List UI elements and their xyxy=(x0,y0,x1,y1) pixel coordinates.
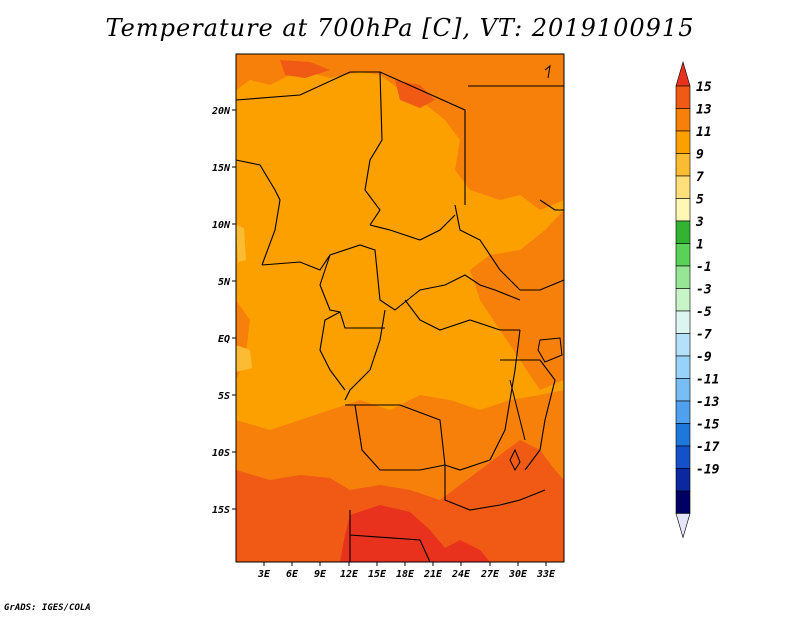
chart-title: Temperature at 700hPa [C], VT: 201910091… xyxy=(105,14,695,42)
lat-label: 10N xyxy=(212,220,231,231)
lon-label: 30E xyxy=(508,569,528,580)
lon-label: 33E xyxy=(536,569,556,580)
lon-label: 9E xyxy=(314,569,327,580)
colorbar-label: 3 xyxy=(695,215,704,230)
colorbar-cell xyxy=(675,60,691,87)
lon-label: 3E xyxy=(257,569,271,580)
colorbar-cell xyxy=(675,378,691,402)
colorbar-label: 5 xyxy=(696,193,704,208)
colorbar-cell xyxy=(675,355,691,379)
colorbar-label: 7 xyxy=(696,170,704,185)
lon-label: 6E xyxy=(286,569,299,580)
colorbar-cell xyxy=(675,288,691,312)
field-15-plus xyxy=(340,505,490,562)
colorbar-label: -19 xyxy=(696,463,720,478)
colorbar-label: 1 xyxy=(696,238,704,253)
colorbar-label: -5 xyxy=(696,305,712,320)
colorbar-label: -3 xyxy=(696,283,712,298)
colorbar-cell xyxy=(675,468,691,492)
credit-text: GrADS: IGES/COLA xyxy=(4,603,91,613)
colorbar-cell xyxy=(675,198,691,222)
temperature-field xyxy=(236,54,564,562)
lat-label: 15N xyxy=(212,163,231,174)
colorbar-cell xyxy=(675,220,691,244)
colorbar-cell xyxy=(675,153,691,177)
lat-label: 5N xyxy=(218,277,231,288)
lakes xyxy=(509,64,563,472)
map-frame xyxy=(235,53,565,563)
field-13-15-ne xyxy=(395,80,435,108)
colorbar-cell xyxy=(675,490,691,514)
colorbar xyxy=(675,60,691,539)
field-13-15-north xyxy=(280,60,330,78)
colorbar-label: -1 xyxy=(696,260,712,275)
lat-label: 10S xyxy=(212,448,230,459)
lon-label: 21E xyxy=(423,569,443,580)
field-13-15-south xyxy=(236,440,564,562)
lon-axis: 3E 6E 9E 12E 15E 18E 21E 24E 27E 30E 33E xyxy=(257,562,556,580)
colorbar-cell xyxy=(675,243,691,267)
field-7-9-west xyxy=(236,345,252,372)
colorbar-label: 11 xyxy=(696,125,712,140)
colorbar-cell xyxy=(675,175,691,199)
colorbar-cell xyxy=(675,513,691,539)
colorbar-label: -7 xyxy=(696,328,712,343)
lon-label: 24E xyxy=(451,569,471,580)
colorbar-label: -9 xyxy=(696,350,712,365)
field-11-13-north xyxy=(236,54,564,210)
field-7-9-coast xyxy=(236,225,246,262)
colorbar-cell xyxy=(675,265,691,289)
colorbar-cell xyxy=(675,445,691,469)
lon-label: 15E xyxy=(368,569,387,580)
colorbar-labels: 15 13 11 9 7 5 3 1 -1 -3 -5 -7 -9 -11 -13 -15 -17 -19 xyxy=(695,80,720,478)
colorbar-cell xyxy=(675,130,691,154)
lat-label: 20N xyxy=(211,106,231,117)
colorbar-cell xyxy=(675,400,691,424)
colorbar-label: 9 xyxy=(696,148,704,163)
lat-label: EQ xyxy=(218,334,230,345)
country-borders xyxy=(236,71,564,562)
field-11-13-east xyxy=(470,210,564,390)
colorbar-cell xyxy=(675,310,691,334)
lat-label: 5S xyxy=(218,391,230,402)
colorbar-label: -11 xyxy=(696,373,719,388)
colorbar-label: -15 xyxy=(696,418,720,433)
colorbar-label: -17 xyxy=(696,440,720,455)
lat-label: 15S xyxy=(212,505,230,516)
colorbar-cell xyxy=(675,423,691,447)
colorbar-label: 15 xyxy=(696,80,712,95)
colorbar-label: -13 xyxy=(696,395,720,410)
colorbar-cell xyxy=(675,333,691,357)
lat-axis: 20N 15N 10N 5N EQ 5S 10S 15S xyxy=(211,106,236,516)
colorbar-cell xyxy=(675,85,691,109)
lon-label: 18E xyxy=(396,569,415,580)
lon-label: 12E xyxy=(340,569,359,580)
colorbar-cell xyxy=(675,108,691,132)
colorbar-label: 13 xyxy=(696,103,712,118)
lon-label: 27E xyxy=(480,569,500,580)
